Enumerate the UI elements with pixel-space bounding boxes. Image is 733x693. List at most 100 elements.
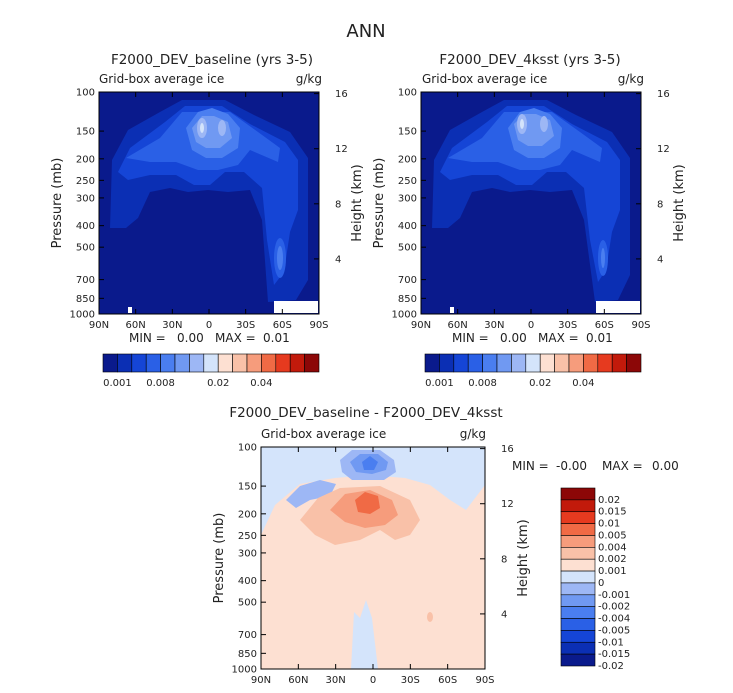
panel-4ksst-x-tick-label: 60N [448,320,468,331]
panel-difference-colorbar-swatch [560,582,596,596]
panel-baseline-colorbar-swatch [102,353,118,373]
panel-baseline-colorbar-label: 0.008 [146,378,175,389]
panel-difference-height-tick-label: 16 [501,444,514,455]
panel-difference-colorbar-label: 0.005 [598,530,627,541]
panel-baseline-colorbar-swatch [117,353,133,373]
panel-difference-colorbar-label: 0.02 [598,495,620,506]
panel-4ksst-height-tick-label: 16 [657,89,670,100]
panel-baseline-colorbar-swatch [145,353,161,373]
panel-4ksst-topography-nh [450,307,454,313]
panel-difference-contour-pos-peak [355,492,380,514]
panel-difference-y-tick-label: 700 [238,630,257,641]
panel-difference-height-axis-label: Height (km) [516,519,531,596]
panel-difference-min-label: MIN = [512,459,549,473]
panel-4ksst-y-tick-label: 500 [398,243,417,254]
panel-baseline-x-tick-label: 0 [206,320,212,331]
panel-baseline-y-tick-label: 400 [76,221,95,232]
panel-difference-colorbar-label: -0.004 [598,614,630,625]
panel-baseline-units: g/kg [296,72,322,86]
panel-4ksst-colorbar-swatch [554,353,570,373]
panel-difference-colorbar-label: -0.015 [598,649,630,660]
panel-difference-colorbar-swatch [560,618,596,631]
panel-4ksst-height-tick-label: 8 [657,199,663,210]
panel-4ksst-x-tick-label: 30S [558,320,577,331]
panel-difference-colorbar-label: 0.015 [598,507,627,518]
panel-baseline-y-tick-label: 500 [76,243,95,254]
panel-difference-title: F2000_DEV_baseline - F2000_DEV_4ksst [229,405,502,421]
panel-difference-colorbar-label: 0.004 [598,542,627,553]
panel-difference-x-tick-label: 90N [251,675,271,686]
panel-difference-colorbar-swatch [560,570,596,584]
panel-4ksst-y-tick-label: 400 [398,221,417,232]
panel-4ksst-max-label: MAX = [538,331,579,345]
panel-baseline-x-tick-label: 30N [162,320,182,331]
panel-baseline-colorbar-swatch [261,353,277,373]
panel-difference-colorbar-label: -0.001 [598,590,630,601]
panel-difference-max-value: 0.00 [652,459,679,473]
panel-baseline-y-tick-label: 250 [76,176,95,187]
panel-difference-colorbar-swatch [560,641,596,655]
panel-difference-colorbar: 0.020.0150.010.0050.0040.0020.0010-0.001… [560,487,630,672]
panel-difference-colorbar-swatch [560,630,596,643]
panel-baseline-colorbar-swatch [160,353,176,373]
panel-baseline-y-axis-label: Pressure (mb) [50,158,65,249]
panel-4ksst-contour-max-2 [540,116,548,132]
panel-baseline-contour-south-core [277,246,283,270]
panel-baseline-x-tick-label: 60N [126,320,146,331]
panel-4ksst-x-tick-label: 30N [484,320,504,331]
panel-difference-axes: 90N 60N 30N 0 30S 60S 90S 100 150 200 250 300 400 500… [212,443,531,687]
panel-4ksst-colorbar-swatch [583,353,599,373]
panel-baseline-y-tick-label: 100 [76,88,95,99]
panel-difference: F2000_DEV_baseline - F2000_DEV_4ksst Gri… [212,405,679,686]
panel-4ksst-colorbar-label: 0.02 [529,378,551,389]
panel-4ksst-max-value: 0.01 [586,331,613,345]
panel-baseline-axes: 90N 60N 30N 0 30S 60S 90S 100 150 200 250 300 400 500… [50,88,365,332]
panel-difference-colorbar-label: 0 [598,578,604,589]
panel-difference-colorbar-label: -0.01 [598,637,624,648]
panel-difference-plot [260,446,486,670]
panel-baseline: F2000_DEV_baseline (yrs 3-5) Grid-box av… [50,52,365,389]
panel-baseline-max-value: 0.01 [263,331,290,345]
panel-4ksst-axes: 90N 60N 30N 0 30S 60S 90S 100 150 200 250 300 400 500… [372,88,687,332]
panel-4ksst-x-tick-label: 0 [528,320,534,331]
panel-4ksst-colorbar-swatch [511,353,527,373]
panel-baseline-colorbar-swatch [275,353,291,373]
panel-difference-contour-neg-top-peak [362,456,378,470]
panel-difference-x-tick-label: 60N [288,675,308,686]
panel-4ksst-y-tick-label: 850 [398,294,417,305]
panel-baseline-x-tick-label: 90N [89,320,109,331]
panel-baseline-y-tick-label: 1000 [70,310,95,321]
panel-difference-colorbar-swatch [560,558,596,572]
panel-4ksst-colorbar-swatch [525,353,541,373]
panel-baseline-y-tick-label: 850 [76,294,95,305]
panel-difference-y-tick-label: 100 [238,443,257,454]
panel-difference-colorbar-label: -0.02 [598,661,624,672]
panel-difference-colorbar-label: 0.001 [598,566,627,577]
panel-baseline-x-tick-label: 60S [273,320,292,331]
panel-baseline-colorbar-swatch [217,353,233,373]
panel-baseline-colorbar-label: 0.04 [250,378,272,389]
panel-baseline-y-tick-label: 150 [76,127,95,138]
panel-difference-colorbar-swatch [560,653,596,667]
panel-4ksst-height-tick-label: 12 [657,144,670,155]
panel-difference-colorbar-swatch [560,499,596,513]
panel-difference-colorbar-label: -0.002 [598,602,630,613]
panel-difference-colorbar-swatch [560,594,596,607]
panel-baseline-colorbar-swatch [174,353,190,373]
panel-difference-colorbar-swatch [560,487,596,501]
panel-4ksst-colorbar-swatch [539,353,555,373]
panel-baseline-colorbar-swatch [203,353,219,373]
panel-4ksst-subtitle: Grid-box average ice [422,72,547,86]
panel-4ksst-colorbar-label: 0.001 [425,378,454,389]
panel-baseline-y-tick-label: 200 [76,154,95,165]
panel-baseline-colorbar-swatch [131,353,147,373]
panel-baseline-topography-nh [128,307,132,313]
panel-difference-height-tick-label: 12 [501,499,514,510]
panel-4ksst-min-label: MIN = [452,331,489,345]
panel-4ksst-x-tick-label: 60S [595,320,614,331]
panel-baseline-y-tick-label: 300 [76,193,95,204]
panel-4ksst-colorbar-label: 0.008 [468,378,497,389]
panel-difference-y-tick-label: 850 [238,649,257,660]
panel-baseline-x-tick-label: 30S [236,320,255,331]
panel-4ksst-min-value: 0.00 [500,331,527,345]
